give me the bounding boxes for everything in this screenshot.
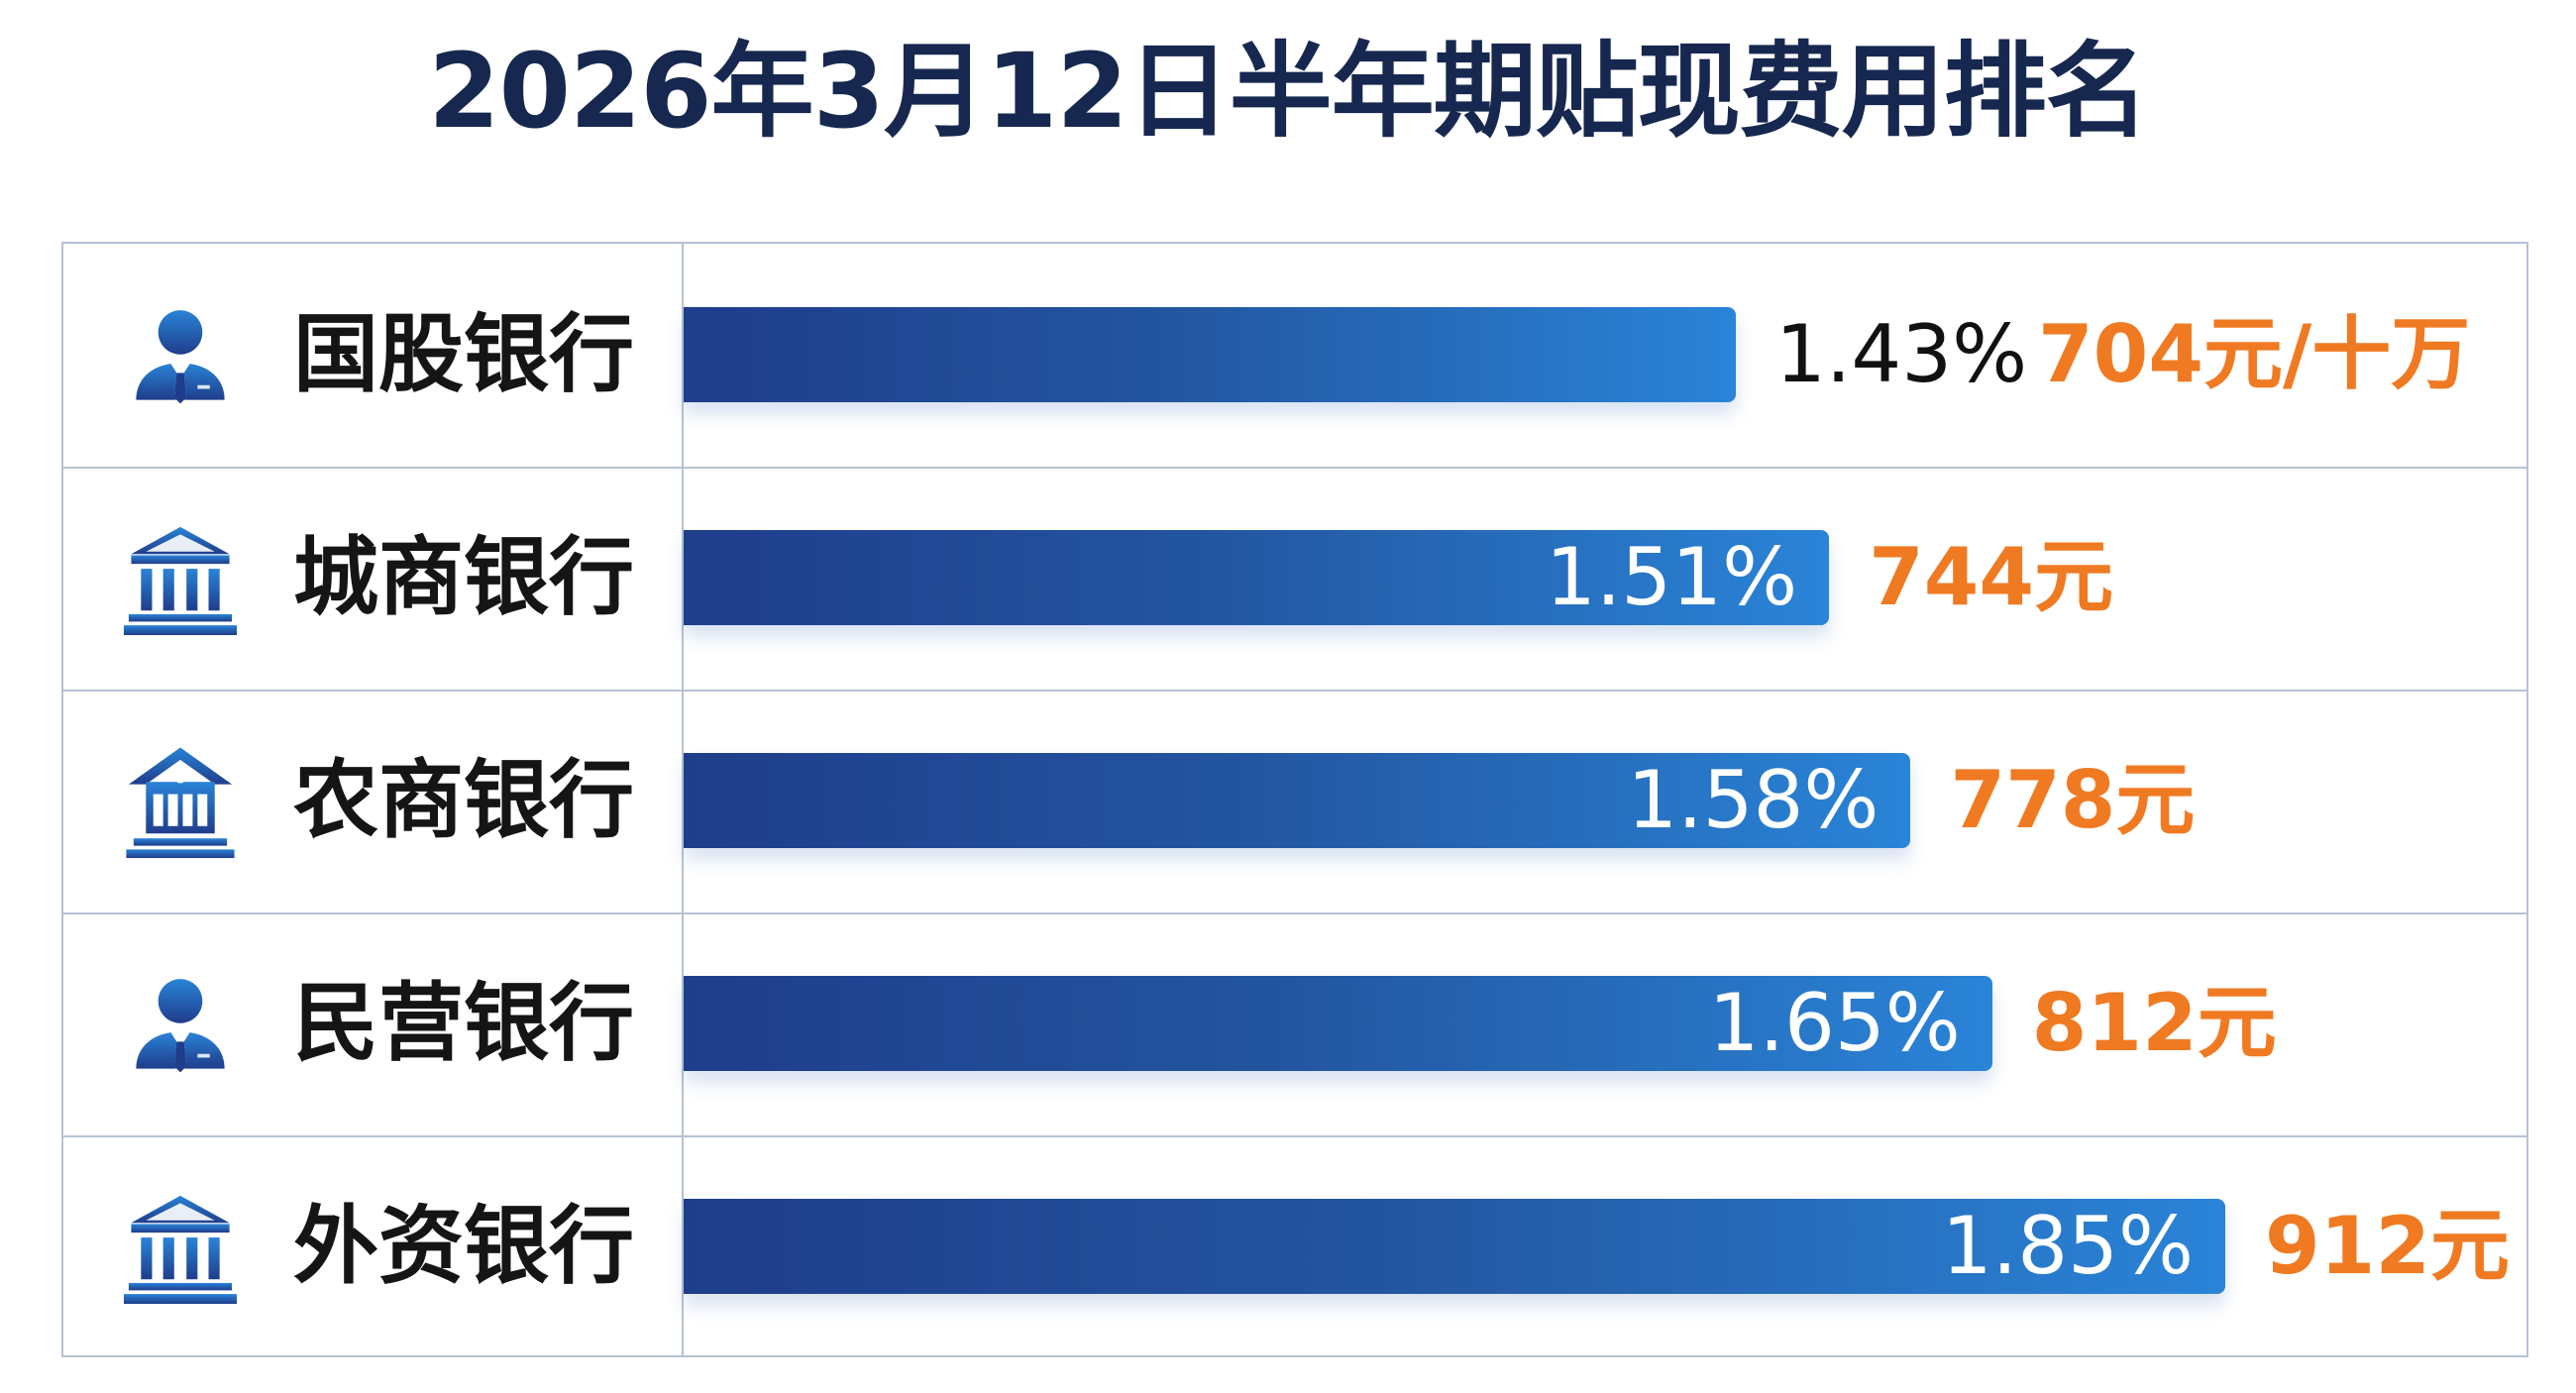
amount-label: 912元	[2265, 1200, 2510, 1292]
bar: 1.51%	[684, 530, 1830, 625]
bank-name: 城商银行	[293, 528, 634, 627]
person-icon	[119, 294, 242, 417]
house-bank-icon	[119, 740, 242, 863]
table-row: 外资银行 1.85% 912元	[63, 1135, 2526, 1358]
value-label: 1.85%	[1941, 1200, 2194, 1292]
value-label: 1.65%	[1708, 977, 1961, 1069]
row-divider	[63, 467, 2526, 469]
ranking-table: 国股银行 1.43% 704元/十万 城商银行 1.51% 744元 农商银行 1.58%…	[61, 242, 2528, 1357]
column-divider	[682, 244, 684, 1355]
value-label: 1.58%	[1627, 754, 1879, 846]
amount-label: 744元	[1869, 531, 2114, 623]
amount-label: 812元	[2031, 977, 2277, 1069]
row-divider	[63, 690, 2526, 692]
bar: 1.65%	[684, 976, 1992, 1071]
bank-building-icon	[119, 1186, 242, 1309]
row-divider	[63, 1135, 2526, 1137]
table-row: 农商银行 1.58% 778元	[63, 690, 2526, 914]
chart-title: 2026年3月12日半年期贴现费用排名	[428, 31, 2149, 152]
value-label: 1.43%	[1775, 308, 2028, 400]
bar: 1.85%	[684, 1199, 2225, 1294]
amount-label: 704元/十万	[2038, 308, 2471, 400]
bar: 1.58%	[684, 753, 1911, 848]
bank-name: 民营银行	[293, 974, 634, 1073]
table-row: 城商银行 1.51% 744元	[63, 467, 2526, 692]
amount-label: 778元	[1950, 754, 2196, 846]
table-row: 国股银行 1.43% 704元/十万	[63, 244, 2526, 469]
bank-name: 外资银行	[293, 1197, 634, 1296]
bank-building-icon	[119, 517, 242, 640]
row-divider	[63, 912, 2526, 914]
table-row: 民营银行 1.65% 812元	[63, 912, 2526, 1137]
person-icon	[119, 963, 242, 1086]
value-label: 1.51%	[1545, 531, 1798, 623]
bar	[684, 307, 1736, 402]
bank-name: 国股银行	[293, 305, 634, 404]
bank-name: 农商银行	[293, 751, 634, 850]
